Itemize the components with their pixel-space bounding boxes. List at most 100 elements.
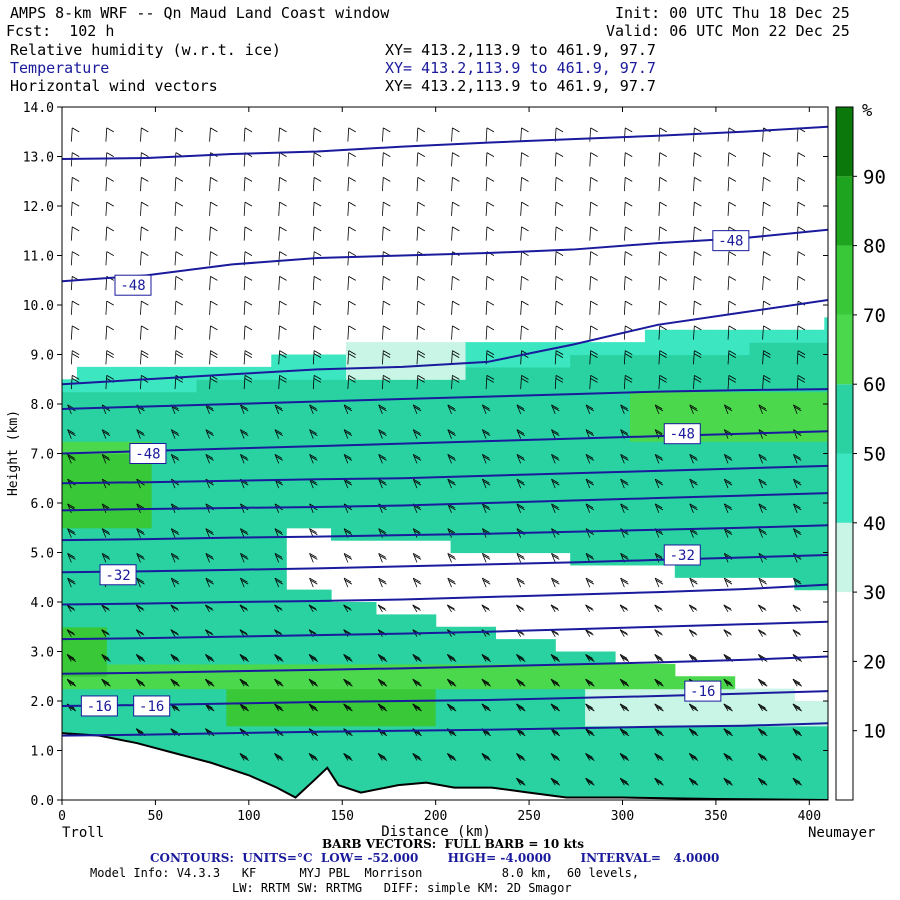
barb-flag: [793, 577, 801, 583]
rh-cell: [106, 651, 123, 665]
contour-label-box: [684, 680, 722, 702]
rh-cell: [540, 503, 556, 516]
barb-shaft: [520, 202, 522, 216]
barb-flag: [723, 629, 732, 634]
wind-barb: [312, 276, 322, 291]
barb-flag: [136, 429, 144, 434]
rh-cell: [390, 688, 407, 702]
colorbar-segment: [836, 453, 853, 523]
wind-barb: [550, 777, 561, 786]
barb-flag: [448, 456, 456, 461]
barb-shaft: [796, 325, 799, 340]
rh-cell: [824, 762, 828, 776]
barb-flag: [654, 703, 662, 709]
forecast-hour: Fcst: 102 h: [6, 22, 115, 40]
rh-cell: [166, 614, 183, 628]
wind-barb: [793, 404, 802, 415]
barb-flag: [586, 754, 594, 760]
barb-flag: [758, 454, 767, 459]
barb-flag: [758, 728, 766, 733]
rh-cell: [570, 478, 586, 492]
barb-flag: [348, 177, 356, 182]
barb-shaft: [136, 429, 141, 439]
barb-flag: [379, 431, 387, 436]
wind-barb: [727, 350, 737, 365]
barb-shaft: [658, 350, 661, 365]
rh-cell: [166, 465, 183, 479]
barb-flag: [274, 654, 282, 659]
barb-shaft: [689, 404, 694, 415]
wind-barb: [101, 604, 110, 613]
rh-cell: [166, 441, 183, 455]
rh-cell: [600, 713, 616, 727]
rh-cell: [331, 738, 347, 752]
rh-cell: [659, 478, 676, 492]
barb-flag: [482, 528, 490, 533]
barb-shaft: [382, 226, 384, 241]
barb-flag: [171, 606, 179, 611]
barb-shaft: [70, 127, 73, 142]
wind-barb: [67, 577, 76, 588]
rh-cell: [360, 614, 377, 628]
barb-flag: [794, 579, 802, 585]
rh-cell: [600, 701, 616, 714]
barb-flag: [656, 756, 664, 761]
rh-cell: [809, 564, 825, 578]
rh-cell: [226, 379, 242, 393]
rh-cell: [121, 725, 138, 739]
y-tick-label: 0.0: [31, 794, 54, 809]
wind-barb: [520, 127, 529, 142]
barb-flag: [309, 655, 318, 661]
rh-cell: [824, 713, 828, 727]
barb-flag: [279, 300, 287, 306]
rh-cell: [674, 441, 691, 455]
barb-flag: [621, 706, 630, 712]
barb-shaft: [101, 503, 107, 514]
rh-cell: [76, 416, 93, 430]
barb-shaft: [623, 251, 626, 266]
barb-shaft: [693, 276, 695, 291]
rh-cell: [151, 626, 168, 640]
rh-cell: [689, 515, 706, 529]
wind-barb: [516, 429, 525, 439]
barb-flag: [417, 152, 426, 157]
rh-cell: [271, 775, 287, 789]
rh-cell: [345, 453, 362, 467]
barb-shaft: [382, 301, 384, 315]
rh-cell: [704, 713, 721, 727]
wind-barb: [796, 152, 806, 167]
rh-cell: [450, 441, 467, 455]
rh-cell: [360, 701, 377, 714]
barb-flag: [723, 777, 732, 783]
barb-flag: [517, 729, 525, 735]
barb-flag: [448, 431, 456, 436]
barb-flag: [521, 378, 529, 383]
wind-barb: [623, 177, 633, 192]
rh-cell: [211, 750, 228, 764]
barb-shaft: [309, 454, 314, 464]
barb-flag: [244, 350, 253, 355]
barb-shaft: [658, 226, 661, 241]
wind-barb: [240, 429, 249, 439]
wind-barb: [446, 654, 457, 662]
rh-cell: [495, 515, 511, 529]
rh-cell: [91, 428, 108, 442]
wind-barb: [623, 226, 633, 241]
barb-flag: [552, 480, 560, 486]
rh-cell: [495, 416, 511, 430]
barb-flag: [758, 654, 766, 659]
barb-flag: [106, 350, 114, 355]
rh-cell: [331, 614, 347, 628]
barb-flag: [486, 353, 494, 358]
barb-flag: [412, 654, 420, 659]
rh-cell: [121, 540, 138, 554]
rh-cell: [764, 762, 781, 776]
barb-flag: [551, 754, 560, 760]
barb-flag: [205, 604, 213, 610]
rh-cell: [480, 342, 497, 356]
rh-cell: [495, 490, 511, 504]
barb-flag: [206, 431, 214, 436]
barb-flag: [555, 251, 564, 256]
wind-barb: [416, 177, 426, 192]
isotherm-line: [62, 583, 828, 606]
